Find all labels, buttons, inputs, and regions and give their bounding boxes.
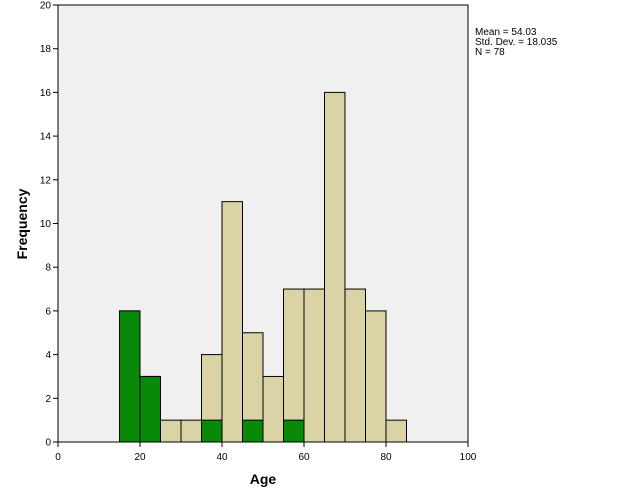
y-tick-label-20: 20 (40, 1, 52, 12)
highlight-bars-group (119, 310, 305, 443)
x-tick-label-100: 100 (460, 452, 477, 463)
histogram-bar-55-60 (283, 288, 305, 443)
y-tick-label-2: 2 (45, 394, 51, 405)
y-tick-label-4: 4 (45, 350, 51, 361)
y-tick-label-18: 18 (40, 44, 52, 55)
stats-std-dev: Std. Dev. = 18.035 (475, 37, 558, 48)
histogram-bar-40-45 (221, 201, 243, 443)
y-tick-label-0: 0 (45, 438, 51, 449)
histogram-bar-50-55 (262, 375, 284, 443)
histogram-bar-70-75 (344, 288, 366, 443)
highlight-bar-45-50 (242, 419, 264, 443)
histogram-bar-80-85 (385, 419, 407, 443)
highlight-bar-55-60 (283, 419, 305, 443)
highlight-bar-15-20 (119, 310, 141, 443)
histogram-bar-60-65 (303, 288, 325, 443)
x-tick-label-60: 60 (298, 452, 310, 463)
histogram-bar-75-80 (365, 310, 387, 443)
y-tick-label-6: 6 (45, 306, 51, 317)
highlight-bar-20-25 (139, 375, 161, 443)
histogram-bar-25-30 (160, 419, 182, 443)
y-tick-label-16: 16 (40, 88, 52, 99)
highlight-bar-35-40 (201, 419, 223, 443)
x-tick-label-0: 0 (55, 452, 61, 463)
x-axis-title: Age (250, 471, 277, 487)
x-tick-label-40: 40 (216, 452, 228, 463)
histogram-bar-30-35 (180, 419, 202, 443)
x-tick-label-80: 80 (380, 452, 392, 463)
y-tick-label-10: 10 (40, 219, 52, 230)
y-tick-label-8: 8 (45, 263, 51, 274)
statistics-box: Mean = 54.03 Std. Dev. = 18.035 N = 78 (475, 27, 558, 58)
stats-mean: Mean = 54.03 (475, 27, 537, 38)
stats-n: N = 78 (475, 47, 505, 58)
x-tick-label-20: 20 (134, 452, 146, 463)
y-axis: 0 2 4 6 8 10 12 14 16 18 20 (40, 1, 58, 449)
y-tick-label-14: 14 (40, 132, 52, 143)
x-axis: 0 20 40 60 80 100 (55, 442, 477, 463)
y-axis-title: Frequency (14, 188, 30, 259)
y-tick-label-12: 12 (40, 175, 52, 186)
histogram-bar-65-70 (324, 91, 346, 443)
